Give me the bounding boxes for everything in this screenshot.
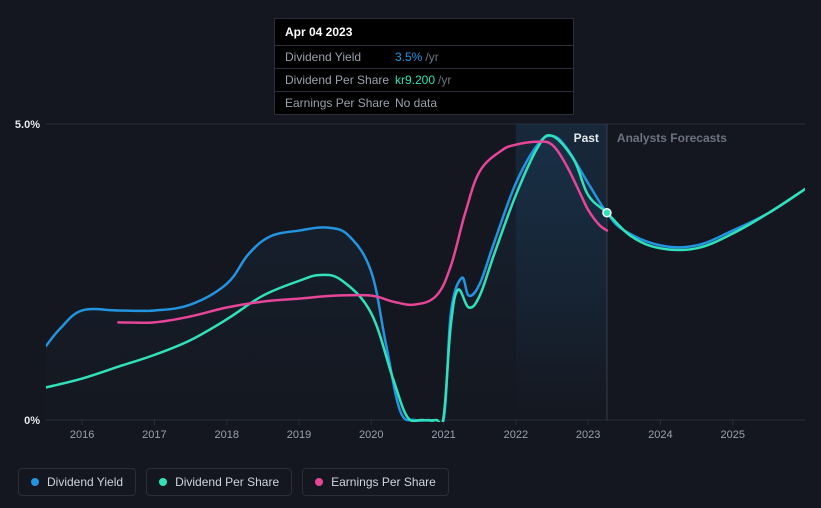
tooltip-label: Earnings Per Share — [285, 96, 395, 110]
legend-label: Earnings Per Share — [331, 475, 436, 489]
y-tick-label: 0% — [24, 415, 40, 427]
tooltip-row: Earnings Per ShareNo data — [275, 91, 573, 114]
legend-label: Dividend Yield — [47, 475, 123, 489]
legend-dot-icon — [159, 478, 167, 486]
tooltip: Apr 04 2023 Dividend Yield3.5%/yrDividen… — [274, 18, 574, 115]
x-tick-label: 2017 — [142, 429, 166, 441]
tooltip-value: kr9.200 — [395, 73, 435, 87]
tooltip-label: Dividend Yield — [285, 50, 395, 64]
region-label-past: Past — [574, 131, 599, 145]
tooltip-value: 3.5% — [395, 50, 422, 64]
x-tick-label: 2020 — [359, 429, 383, 441]
region-label-forecast: Analysts Forecasts — [617, 131, 727, 145]
marker-dot — [603, 209, 611, 217]
legend-dot-icon — [31, 478, 39, 486]
legend-item[interactable]: Earnings Per Share — [302, 468, 449, 496]
x-tick-label: 2016 — [70, 429, 94, 441]
legend-item[interactable]: Dividend Yield — [18, 468, 136, 496]
tooltip-row: Dividend Per Sharekr9.200/yr — [275, 68, 573, 91]
tooltip-date: Apr 04 2023 — [275, 19, 573, 45]
tooltip-unit: /yr — [425, 50, 438, 64]
x-tick-label: 2022 — [504, 429, 528, 441]
x-tick-label: 2021 — [431, 429, 455, 441]
x-tick-label: 2025 — [720, 429, 744, 441]
legend: Dividend Yield Dividend Per Share Earnings… — [18, 468, 449, 496]
legend-item[interactable]: Dividend Per Share — [146, 468, 292, 496]
x-tick-label: 2024 — [648, 429, 672, 441]
legend-dot-icon — [315, 478, 323, 486]
x-tick-label: 2023 — [576, 429, 600, 441]
tooltip-row: Dividend Yield3.5%/yr — [275, 45, 573, 68]
x-tick-label: 2019 — [287, 429, 311, 441]
chart-container: 0% 5.0% 2016 2017 2018 2019 2020 2021 2022 2023 20… — [0, 0, 821, 508]
legend-label: Dividend Per Share — [175, 475, 279, 489]
tooltip-value: No data — [395, 96, 437, 110]
x-tick-label: 2018 — [214, 429, 238, 441]
tooltip-unit: /yr — [438, 73, 451, 87]
y-tick-label: 5.0% — [15, 119, 40, 131]
tooltip-label: Dividend Per Share — [285, 73, 395, 87]
